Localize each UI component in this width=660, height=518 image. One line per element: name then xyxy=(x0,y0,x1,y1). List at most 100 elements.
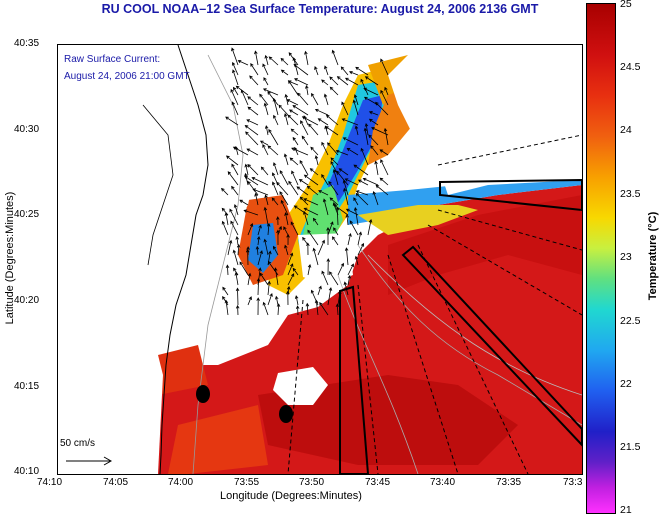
current-vector xyxy=(347,263,354,276)
current-vector xyxy=(321,141,329,156)
current-vector xyxy=(284,244,289,256)
current-vector xyxy=(299,160,309,176)
sst-map-svg xyxy=(58,45,582,474)
current-vector xyxy=(286,233,290,246)
current-vector xyxy=(231,163,239,176)
x-tick-2: 74:05 xyxy=(103,477,129,488)
current-vector xyxy=(329,76,339,86)
x-tick-3: 74:00 xyxy=(168,477,194,488)
cloud-mask-east xyxy=(438,163,582,195)
current-vector xyxy=(322,198,329,216)
current-vector xyxy=(272,162,279,176)
current-vector xyxy=(235,304,240,316)
current-vector xyxy=(224,299,229,316)
current-vector xyxy=(357,242,365,256)
current-vector xyxy=(294,295,299,306)
current-vector xyxy=(321,174,329,186)
current-vector xyxy=(247,272,252,286)
current-vector xyxy=(251,176,269,186)
dashed-lane-1 xyxy=(287,299,304,474)
current-vector xyxy=(326,226,330,246)
current-vector xyxy=(271,197,279,206)
current-vector xyxy=(233,203,239,216)
current-vector xyxy=(268,129,279,146)
current-vector xyxy=(349,220,359,236)
current-vector xyxy=(298,179,309,186)
current-vector xyxy=(280,199,289,216)
current-vector xyxy=(305,85,309,96)
current-vector xyxy=(230,220,239,236)
current-vector xyxy=(287,252,294,266)
current-vector xyxy=(239,199,249,206)
current-vector xyxy=(291,170,299,186)
current-vector xyxy=(314,66,319,76)
current-vector xyxy=(321,270,329,286)
temperature-colorbar xyxy=(586,3,616,514)
current-vector xyxy=(263,206,269,226)
current-vector xyxy=(310,289,319,306)
current-vector xyxy=(232,249,239,266)
current-vector xyxy=(352,99,359,116)
cb-tick-9: 21 xyxy=(620,504,632,516)
current-vector xyxy=(266,222,271,236)
current-vector xyxy=(314,155,319,166)
y-tick-1: 40:35 xyxy=(14,38,40,49)
current-vector xyxy=(247,163,259,176)
current-vector xyxy=(293,63,309,76)
current-vector xyxy=(306,185,319,196)
sst-orange-left xyxy=(158,345,208,395)
current-vector xyxy=(276,216,280,226)
current-vector xyxy=(259,93,269,106)
x-tick-7: 73:40 xyxy=(430,477,456,488)
current-vector xyxy=(303,174,319,186)
current-vector xyxy=(235,236,239,246)
current-vector xyxy=(323,93,329,106)
current-vector xyxy=(240,89,249,106)
current-vector xyxy=(222,296,229,306)
current-vector xyxy=(325,126,339,136)
dashed-lane-2 xyxy=(357,284,379,474)
current-vector xyxy=(252,188,269,196)
current-vector xyxy=(290,221,299,236)
current-vector xyxy=(312,247,319,266)
current-vector xyxy=(257,224,262,236)
current-vector xyxy=(259,272,269,286)
current-vector xyxy=(371,126,389,136)
current-vector xyxy=(372,190,379,206)
current-vector xyxy=(267,145,279,156)
current-vector xyxy=(333,204,349,216)
current-vector xyxy=(262,144,269,156)
y-tick-5: 40:15 xyxy=(14,381,40,392)
current-vector xyxy=(243,209,259,216)
current-vector xyxy=(353,207,359,226)
current-vector xyxy=(355,190,369,196)
current-vector xyxy=(221,207,229,216)
current-vector xyxy=(292,105,309,116)
current-vector xyxy=(283,113,289,126)
y-tick-3: 40:25 xyxy=(14,209,40,220)
current-vector xyxy=(337,262,345,276)
sst-left-cold xyxy=(248,223,278,273)
current-vector xyxy=(375,184,389,196)
current-vector xyxy=(237,59,249,66)
current-vector xyxy=(343,187,349,206)
current-vector xyxy=(338,168,349,176)
current-vector xyxy=(357,179,369,186)
current-vector xyxy=(262,63,269,76)
current-vector xyxy=(347,232,352,246)
current-vector xyxy=(348,70,359,76)
current-vector xyxy=(257,250,263,266)
cb-tick-4: 23.5 xyxy=(620,188,641,200)
current-vector xyxy=(370,145,379,156)
current-vector xyxy=(303,210,309,226)
current-vector xyxy=(311,92,319,106)
current-vector xyxy=(233,86,239,96)
land-nj xyxy=(58,45,258,355)
current-vector xyxy=(327,221,334,236)
current-vector xyxy=(254,192,259,206)
current-vector xyxy=(263,77,269,86)
current-vector xyxy=(328,180,339,196)
current-vector xyxy=(295,305,300,316)
current-vector xyxy=(332,236,339,246)
current-vector xyxy=(329,86,339,96)
